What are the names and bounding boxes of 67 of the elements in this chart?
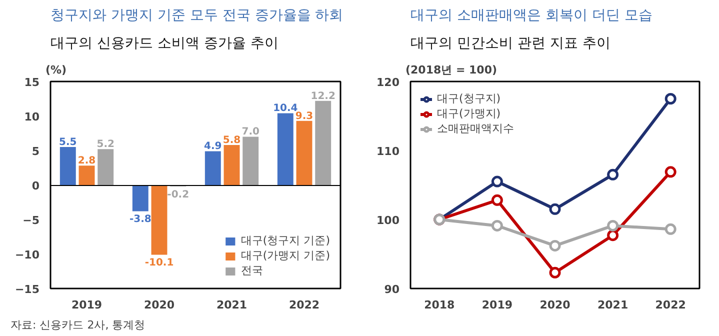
bar bbox=[315, 100, 332, 185]
y-axis-title: (2018년 = 100) bbox=[406, 64, 498, 76]
data-label: -0.2 bbox=[167, 189, 190, 200]
y-tick-label: 5 bbox=[32, 145, 40, 158]
x-tick-label: 2022 bbox=[655, 298, 686, 312]
legend-label: 대구(가맹지) bbox=[437, 106, 501, 121]
data-label: -3.8 bbox=[129, 214, 152, 226]
x-tick-label: 2019 bbox=[482, 298, 513, 312]
point bbox=[491, 220, 503, 232]
y-tick-label: 0 bbox=[32, 180, 40, 192]
bar bbox=[242, 136, 259, 185]
text: 자료: 신용카드 2사, 통계청 bbox=[10, 318, 146, 332]
x-tick-label: 2018 bbox=[424, 298, 455, 312]
data-label: 5.2 bbox=[96, 139, 114, 150]
point bbox=[664, 166, 676, 178]
bar bbox=[60, 147, 76, 185]
legend-label: 전국 bbox=[240, 263, 263, 278]
bar bbox=[132, 185, 148, 212]
bar bbox=[151, 185, 168, 255]
y-tick-label: −10 bbox=[14, 248, 40, 262]
x-tick-label: 2021 bbox=[216, 298, 248, 312]
x-tick-label: 2020 bbox=[540, 298, 571, 312]
y-tick-label: 110 bbox=[376, 145, 400, 158]
y-tick-label: 120 bbox=[376, 76, 400, 89]
legend-label: 대구(청구지 기준) bbox=[240, 233, 330, 248]
data-label: 9.3 bbox=[295, 110, 314, 122]
bar bbox=[204, 151, 221, 185]
x-tick-label: 2021 bbox=[597, 298, 628, 312]
legend-label: 소매판매액지수 bbox=[437, 121, 514, 136]
bar bbox=[277, 113, 294, 185]
bar bbox=[296, 120, 312, 185]
x-tick-label: 2019 bbox=[71, 298, 102, 312]
point bbox=[549, 240, 561, 252]
chart-subtitle: 대구의 민간소비 관련 지표 추이 bbox=[410, 36, 610, 52]
data-label: 2.8 bbox=[78, 156, 96, 167]
data-label: 12.2 bbox=[310, 90, 336, 102]
x-tick-label: 2022 bbox=[288, 298, 320, 312]
chart-title: 청구지와 가맹지 기준 모두 전국 증가율을 하회 bbox=[50, 8, 344, 24]
y-tick-label: 90 bbox=[384, 283, 400, 296]
y-tick-label: −15 bbox=[14, 283, 40, 296]
y-tick-label: 100 bbox=[376, 214, 400, 227]
point bbox=[607, 168, 619, 180]
point bbox=[549, 203, 561, 215]
point bbox=[664, 223, 676, 235]
point bbox=[664, 93, 676, 104]
y-axis-title: (%) bbox=[46, 64, 67, 76]
point bbox=[549, 266, 561, 278]
chart-subtitle: 대구의 신용카드 소비액 증가율 추이 bbox=[50, 36, 278, 52]
point bbox=[607, 220, 619, 232]
y-tick-label: −5 bbox=[22, 214, 40, 227]
bar bbox=[98, 149, 114, 185]
chart-title: 대구의 소매판매액은 회복이 더딘 모습 bbox=[410, 8, 652, 24]
point bbox=[491, 194, 503, 206]
point bbox=[491, 176, 503, 188]
data-label: 5.5 bbox=[59, 137, 77, 148]
bar bbox=[78, 166, 95, 185]
data-label: 7.0 bbox=[242, 126, 260, 138]
y-tick-label: 10 bbox=[24, 110, 40, 124]
legend-label: 대구(가맹지 기준) bbox=[240, 248, 330, 263]
y-tick-label: 15 bbox=[24, 76, 40, 89]
x-tick-label: 2020 bbox=[144, 298, 175, 312]
bar bbox=[224, 144, 240, 185]
data-label: 4.9 bbox=[204, 141, 222, 152]
legend-label: 대구(청구지) bbox=[437, 91, 501, 106]
data-label: 5.8 bbox=[222, 134, 241, 146]
point bbox=[607, 230, 619, 242]
data-label: -10.1 bbox=[144, 258, 174, 269]
